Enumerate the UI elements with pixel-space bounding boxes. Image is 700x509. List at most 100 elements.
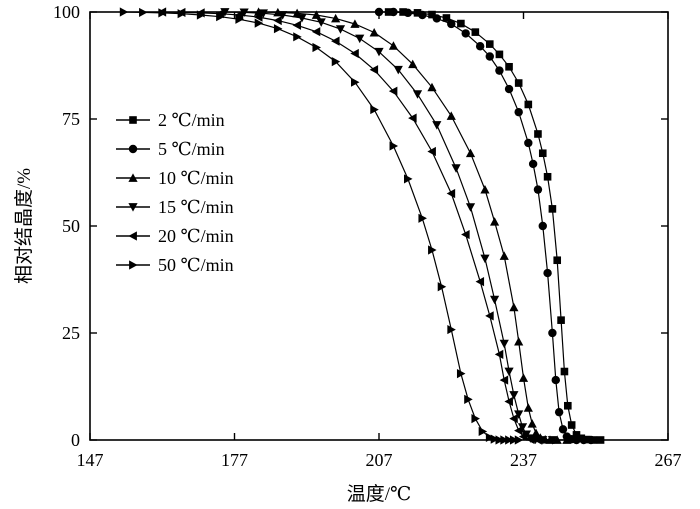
series-3 xyxy=(253,7,572,444)
data-point xyxy=(432,121,442,130)
data-point xyxy=(500,435,509,445)
data-point xyxy=(119,7,129,17)
data-point xyxy=(311,27,321,37)
data-point xyxy=(403,174,413,184)
data-series xyxy=(119,7,605,445)
data-point xyxy=(471,28,480,36)
data-point xyxy=(465,203,476,212)
data-point xyxy=(551,375,560,385)
data-point xyxy=(509,414,518,424)
data-point xyxy=(514,336,524,346)
data-point xyxy=(533,185,543,194)
data-point xyxy=(586,435,596,445)
legend-marker xyxy=(128,144,138,154)
data-point xyxy=(538,221,547,231)
data-point xyxy=(514,425,523,436)
data-point xyxy=(239,8,249,18)
x-tick-label: 177 xyxy=(221,450,248,470)
data-point xyxy=(196,10,206,20)
data-point xyxy=(258,9,268,18)
data-point xyxy=(461,29,470,38)
data-point xyxy=(518,373,529,382)
data-point xyxy=(389,141,399,151)
data-point xyxy=(355,34,365,44)
data-point xyxy=(490,434,500,444)
data-point xyxy=(538,149,547,158)
data-point xyxy=(253,12,263,22)
data-point xyxy=(564,401,572,410)
data-point xyxy=(234,10,244,20)
legend-entry: 20 ℃/min xyxy=(116,226,234,246)
data-point xyxy=(505,435,514,445)
data-point xyxy=(350,48,359,59)
data-point xyxy=(485,432,495,443)
data-point xyxy=(524,138,533,148)
data-point xyxy=(504,84,514,94)
y-tick-label: 0 xyxy=(71,430,80,450)
data-point xyxy=(490,295,500,305)
data-point xyxy=(504,367,514,377)
data-point xyxy=(413,9,422,17)
data-point xyxy=(331,36,340,46)
data-point xyxy=(427,146,436,157)
data-point xyxy=(393,65,403,75)
data-point xyxy=(370,104,379,115)
y-tick-label: 100 xyxy=(53,2,80,22)
data-point xyxy=(292,20,302,30)
data-point xyxy=(596,436,605,444)
data-point xyxy=(509,391,519,400)
data-point xyxy=(408,59,418,69)
legend-label: 15 ℃/min xyxy=(158,197,234,217)
data-point xyxy=(297,14,307,23)
data-point xyxy=(480,185,490,194)
data-point xyxy=(528,159,538,169)
data-point xyxy=(447,19,456,29)
legend-label: 10 ℃/min xyxy=(158,168,234,188)
data-point xyxy=(369,27,379,37)
legend-marker xyxy=(128,173,138,182)
series-5 xyxy=(157,7,542,445)
data-point xyxy=(451,164,461,173)
data-point xyxy=(534,130,542,138)
legend-marker xyxy=(128,203,138,212)
data-point xyxy=(427,82,437,92)
data-point xyxy=(331,57,341,67)
data-point xyxy=(554,407,564,417)
legend-marker xyxy=(129,260,138,270)
data-point xyxy=(557,316,565,324)
data-point xyxy=(478,426,488,437)
data-point xyxy=(543,268,552,278)
data-point xyxy=(475,277,485,287)
data-point xyxy=(514,107,523,117)
data-point xyxy=(177,9,187,19)
x-tick-label: 267 xyxy=(655,450,682,470)
data-point xyxy=(461,229,470,240)
x-tick-label: 207 xyxy=(366,450,393,470)
data-point xyxy=(278,11,288,20)
data-point xyxy=(432,14,441,23)
data-point xyxy=(480,254,490,264)
data-point xyxy=(499,339,509,349)
data-point xyxy=(316,18,326,27)
data-point xyxy=(485,311,494,321)
data-point xyxy=(412,90,423,99)
data-point xyxy=(523,403,533,412)
x-tick-label: 147 xyxy=(77,450,104,470)
data-point xyxy=(139,7,148,18)
data-point xyxy=(403,8,413,18)
data-point xyxy=(351,77,360,87)
data-point xyxy=(495,435,505,445)
legend-label: 2 ℃/min xyxy=(158,110,225,130)
data-point xyxy=(446,188,456,199)
data-point xyxy=(471,414,480,424)
data-point xyxy=(311,10,321,19)
data-point xyxy=(442,14,451,22)
data-point xyxy=(273,24,283,34)
data-point xyxy=(514,410,524,419)
series-line xyxy=(379,11,591,441)
data-point xyxy=(504,396,513,407)
x-tick-label: 237 xyxy=(510,450,537,470)
y-tick-label: 50 xyxy=(62,216,80,236)
data-point xyxy=(572,435,581,445)
